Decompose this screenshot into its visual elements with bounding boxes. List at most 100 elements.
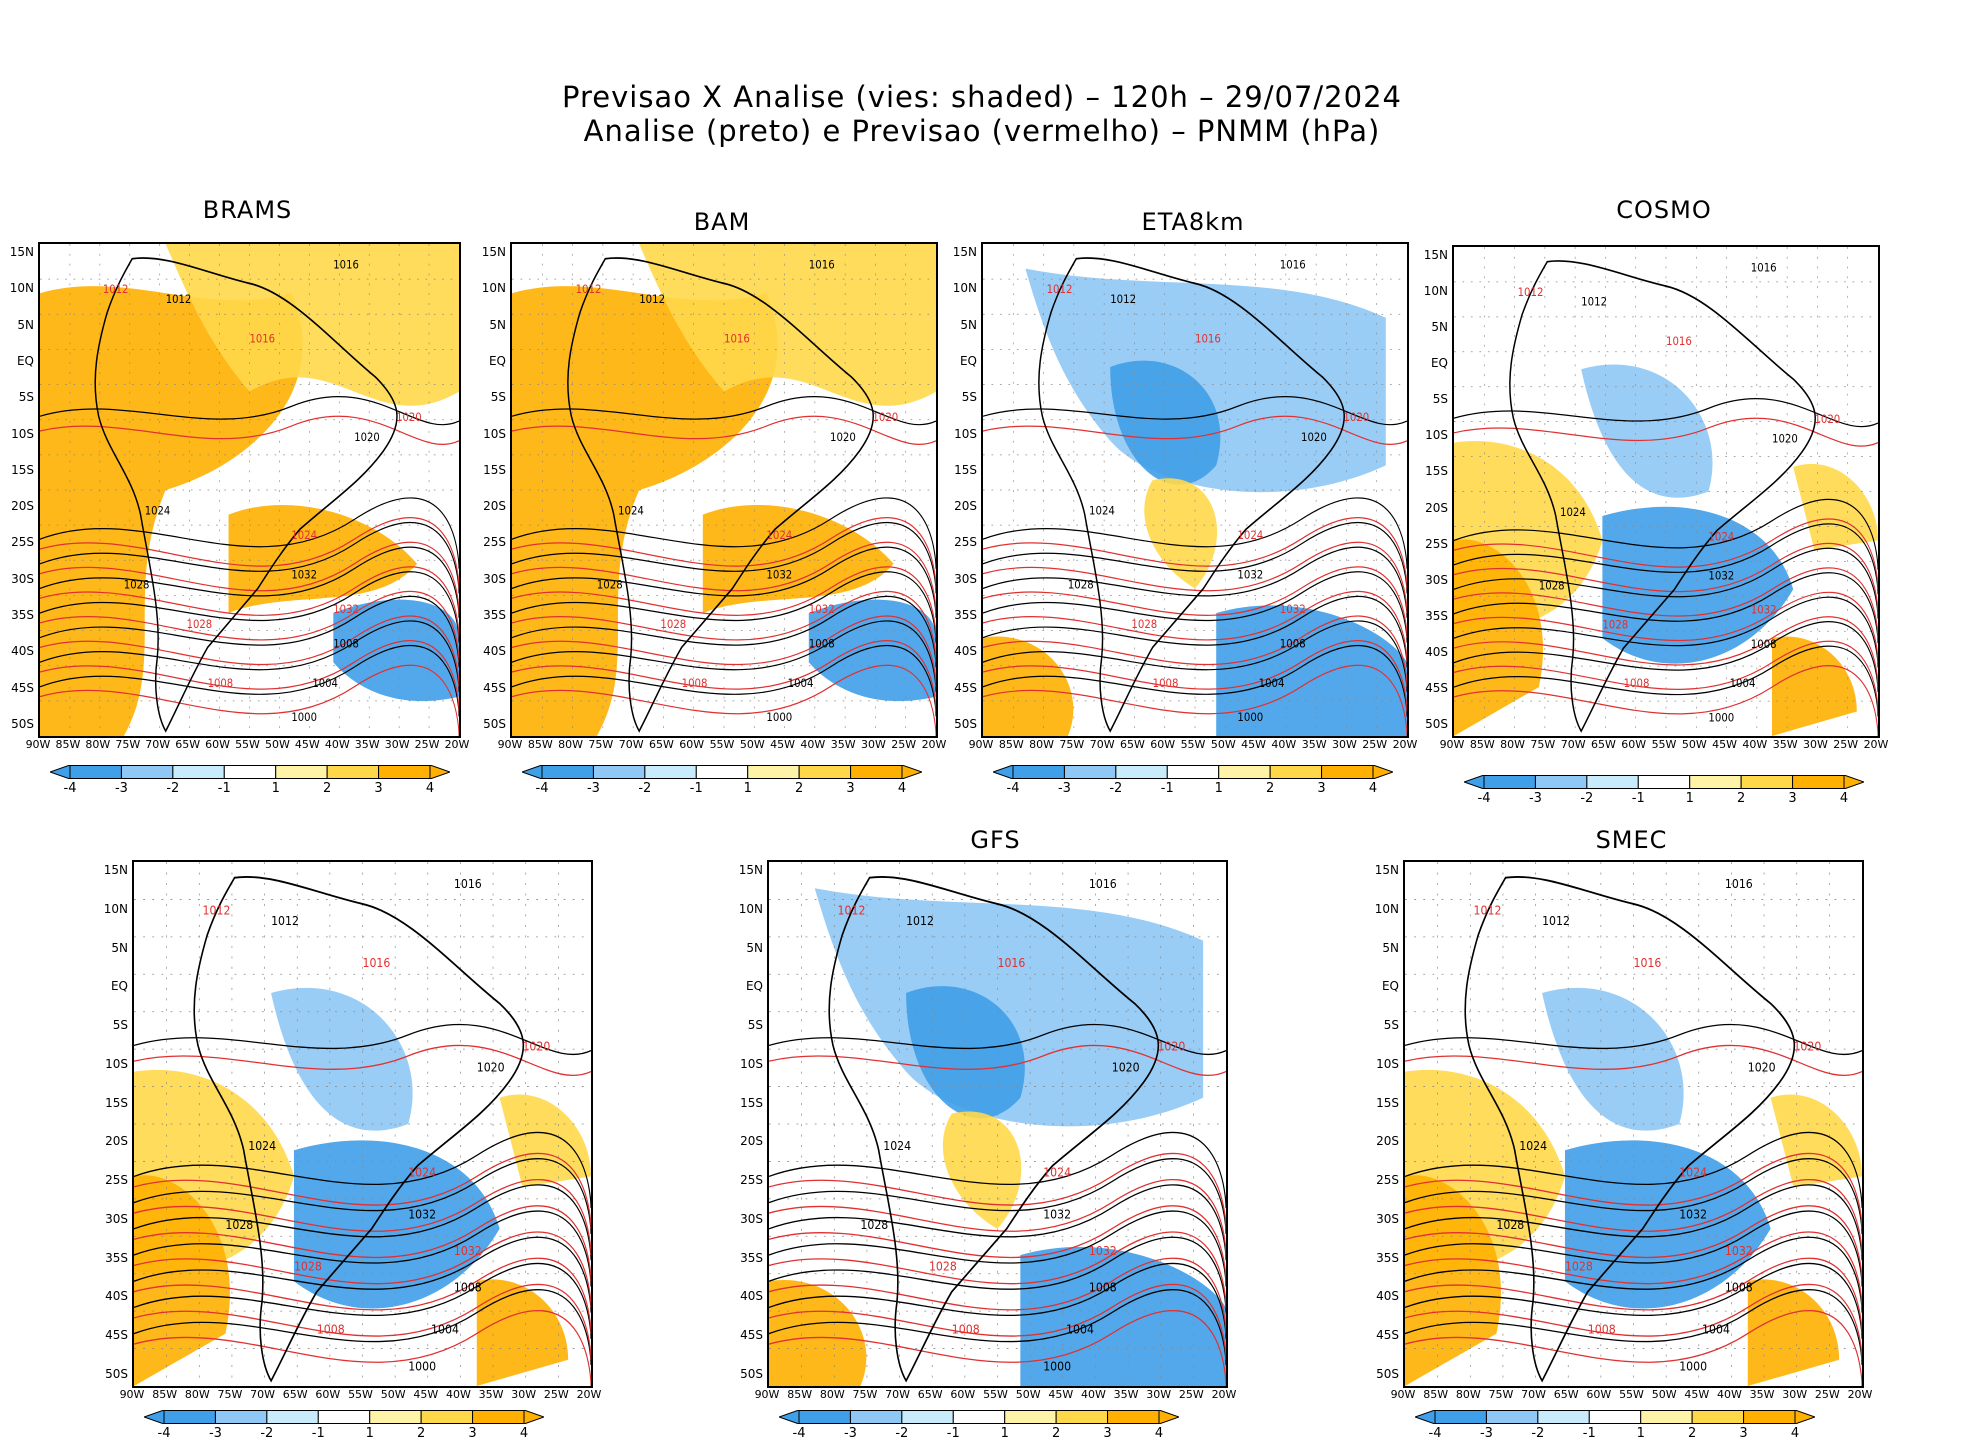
map-canvas-7: 1012 1016 1020 1024 1028 1032 1008 1004 1000 1012… (1405, 862, 1862, 1386)
colorbar-tick-label: 4 (897, 781, 907, 796)
forecast-contour-label: 1012 (1047, 282, 1073, 296)
map-canvas-1: 1012 1016 1020 1024 1028 1032 1008 1004 1000 1012… (40, 244, 459, 736)
analysis-contour-label: 1020 (354, 430, 380, 444)
map-panel-3: 1012 1016 1020 1024 1028 1032 1008 1004 1000 1012… (981, 242, 1409, 738)
colorbar-swatch (1534, 775, 1588, 789)
colorbar-swatch (644, 765, 697, 779)
bias-shade-4-5 (1793, 463, 1878, 551)
analysis-contour-label: 1016 (1725, 876, 1753, 891)
analysis-isobar (1454, 547, 1878, 619)
forecast-contour-label: 1032 (333, 602, 359, 616)
colorbar-arrow-low (1415, 1410, 1436, 1424)
analysis-contour-label: 1016 (809, 258, 835, 272)
analysis-isobar (134, 1023, 591, 1056)
forecast-isobar (1454, 591, 1878, 663)
forecast-contour-label: 1020 (1157, 1039, 1185, 1054)
analysis-contour-label: 1000 (1708, 711, 1734, 725)
forecast-contour-label: 1016 (1666, 334, 1692, 348)
lat-tick-label: 35S (954, 608, 977, 623)
analysis-contour-label: 1012 (906, 913, 934, 928)
analysis-isobar (1454, 523, 1878, 595)
lon-tick-label: 25W (543, 1388, 569, 1401)
panel-title-2: BAM (693, 208, 751, 236)
analysis-isobar (769, 1236, 1226, 1313)
lon-tick-label: 75W (115, 738, 141, 751)
analysis-contour-label: 1016 (1280, 258, 1306, 272)
forecast-isobar (983, 566, 1407, 638)
lat-tick-label: 5S (1383, 1018, 1399, 1033)
lon-tick-label: 65W (175, 738, 201, 751)
colorbar-tick-label: 4 (519, 1426, 529, 1441)
figure-title-line1: Previsao X Analise (vies: shaded) – 120h… (562, 80, 1402, 114)
lon-tick-label: 70W (145, 738, 171, 751)
lon-tick-label: 55W (1619, 1388, 1644, 1401)
analysis-isobar (1405, 1158, 1862, 1235)
lon-tick-label: 85W (787, 1388, 813, 1401)
lon-tick-label: 20W (921, 738, 947, 751)
colorbar-tick-label: 4 (1154, 1426, 1164, 1441)
analysis-isobar (134, 1131, 591, 1208)
lon-tick-label: 70W (885, 1388, 910, 1401)
analysis-isobar (983, 522, 1407, 594)
colorbar-tick-label: 2 (323, 781, 332, 796)
colorbar-tick-label: 3 (1739, 1426, 1748, 1441)
colorbar-tick-label: 1 (1214, 781, 1223, 796)
lon-tick-label: 70W (618, 738, 644, 751)
lat-tick-label: 45S (954, 680, 977, 695)
colorbar-tick-label: 2 (1737, 791, 1746, 806)
analysis-isobar (40, 395, 459, 426)
lon-tick-label: 35W (1113, 1388, 1139, 1401)
forecast-contour-label: 1020 (872, 410, 898, 424)
colorbar-swatch (747, 765, 800, 779)
colorbar-tick-label: -2 (260, 1426, 274, 1441)
colorbar-tick-label: 3 (374, 781, 383, 796)
analysis-contour-label: 1008 (1280, 637, 1306, 651)
forecast-contour-label: 1032 (454, 1243, 482, 1258)
map-canvas-3: 1012 1016 1020 1024 1028 1032 1008 1004 1000 1012… (983, 244, 1407, 736)
map-panel-6: 1012 1016 1020 1024 1028 1032 1008 1004 1000 1012… (767, 860, 1228, 1388)
forecast-isobar (1405, 1283, 1862, 1360)
analysis-contour-label: 1028 (1539, 579, 1565, 593)
colorbar-tick-label: -1 (1160, 781, 1174, 796)
lat-tick-label: 45S (11, 680, 34, 695)
lon-tick-label: 30W (1331, 738, 1357, 751)
lon-tick-label: 45W (294, 738, 320, 751)
map-canvas-2: 1012 1016 1020 1024 1028 1032 1008 1004 1000 1012… (512, 244, 936, 736)
colorbar-4: -4 -3 -2 -1 1 2 3 4 (1464, 775, 1864, 806)
lat-tick-label: 5N (489, 317, 506, 332)
lat-tick-label: 15S (954, 462, 977, 477)
lon-tick-label: 90W (1439, 738, 1465, 751)
lon-tick-label: 40W (445, 1388, 471, 1401)
lat-tick-label: EQ (110, 979, 128, 994)
lat-tick-label: 10S (954, 426, 977, 441)
lat-tick-label: 45S (483, 680, 506, 695)
lat-tick-label: 25S (11, 535, 34, 550)
analysis-contour-label: 1000 (1237, 711, 1263, 725)
forecast-isobar (769, 1283, 1226, 1360)
analysis-isobar (512, 620, 936, 692)
lat-tick-label: 15N (481, 245, 506, 259)
colorbar-swatch (1012, 765, 1065, 779)
analysis-contour-label: 1004 (1066, 1322, 1094, 1337)
colorbar-tick-label: -2 (638, 781, 652, 796)
lat-tick-label: 5N (17, 317, 34, 332)
forecast-contour-label: 1008 (682, 676, 708, 690)
lat-tick-label: 25S (740, 1173, 763, 1188)
analysis-isobar (1405, 1289, 1862, 1366)
figure-title-line2: Analise (preto) e Previsao (vermelho) – … (583, 114, 1381, 148)
forecast-contour-label: 1016 (1634, 955, 1662, 970)
forecast-isobar (769, 1257, 1226, 1334)
colorbar-tick-label: 3 (1788, 791, 1797, 806)
colorbar-tick-label: -2 (166, 781, 180, 796)
colorbar-swatch (1107, 1410, 1160, 1424)
lat-tick-label: 20S (740, 1134, 763, 1149)
forecast-isobar (134, 1231, 591, 1308)
analysis-contour-label: 1020 (1112, 1060, 1140, 1075)
lon-tick-label: 55W (348, 1388, 373, 1401)
lat-tick-label: 25S (483, 535, 506, 550)
colorbar-swatch (1115, 765, 1168, 779)
lon-tick-label: 40W (800, 738, 826, 751)
analysis-isobar (983, 395, 1407, 426)
lon-tick-label: 35W (1749, 1388, 1775, 1401)
colorbar-swatch (1588, 1410, 1642, 1424)
